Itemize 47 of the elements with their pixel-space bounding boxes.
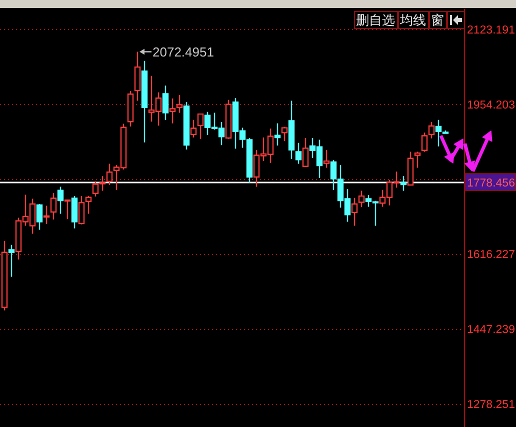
candlestick — [358, 190, 365, 208]
candlestick — [295, 142, 302, 164]
candlestick — [407, 151, 414, 186]
candlestick — [57, 186, 64, 214]
candlestick — [134, 51, 141, 102]
candlestick — [1, 240, 8, 312]
y-tick-label: 2123.191 — [467, 24, 515, 37]
candlestick — [8, 244, 15, 278]
candlestick — [400, 176, 407, 192]
candlestick — [43, 205, 50, 225]
annotation: 删自选 — [356, 14, 395, 28]
button: 均线 — [398, 11, 429, 29]
candlestick — [414, 151, 421, 168]
candlestick — [288, 100, 295, 160]
candlestick — [274, 122, 281, 146]
candlestick — [78, 195, 85, 226]
button: 窗 — [429, 11, 447, 29]
ref-line-label: 1778.456 — [467, 177, 515, 190]
candlestick — [421, 132, 428, 152]
candlestick — [85, 195, 92, 214]
candlestick — [225, 99, 232, 140]
candlestick — [281, 126, 288, 142]
candlestick — [50, 192, 57, 220]
candlestick — [190, 119, 197, 138]
candlestick — [106, 163, 113, 186]
candlestick — [141, 60, 148, 144]
y-tick-label: 1447.239 — [467, 324, 515, 336]
candlestick — [64, 199, 71, 220]
candlestick — [36, 203, 43, 230]
y-tick-label: 1278.251 — [467, 399, 515, 412]
candlestick — [323, 149, 330, 168]
y-tick-label: 1954.203 — [467, 99, 515, 112]
annotation: 均线 — [399, 14, 426, 28]
candlestick — [302, 137, 309, 168]
annotation: 窗 — [431, 12, 444, 28]
candlestick — [183, 101, 190, 150]
candlestick — [71, 195, 78, 230]
candlestick — [176, 94, 183, 114]
candlestick — [428, 121, 435, 140]
y-tick-label: 1616.227 — [467, 249, 515, 262]
candlestick — [351, 197, 358, 226]
annotation: 2072.4951 — [152, 44, 214, 60]
candlestick — [197, 113, 204, 140]
candlestick — [162, 85, 169, 120]
candlestick — [127, 90, 134, 128]
button: 删自选 — [354, 11, 398, 29]
candlestick — [169, 98, 176, 124]
